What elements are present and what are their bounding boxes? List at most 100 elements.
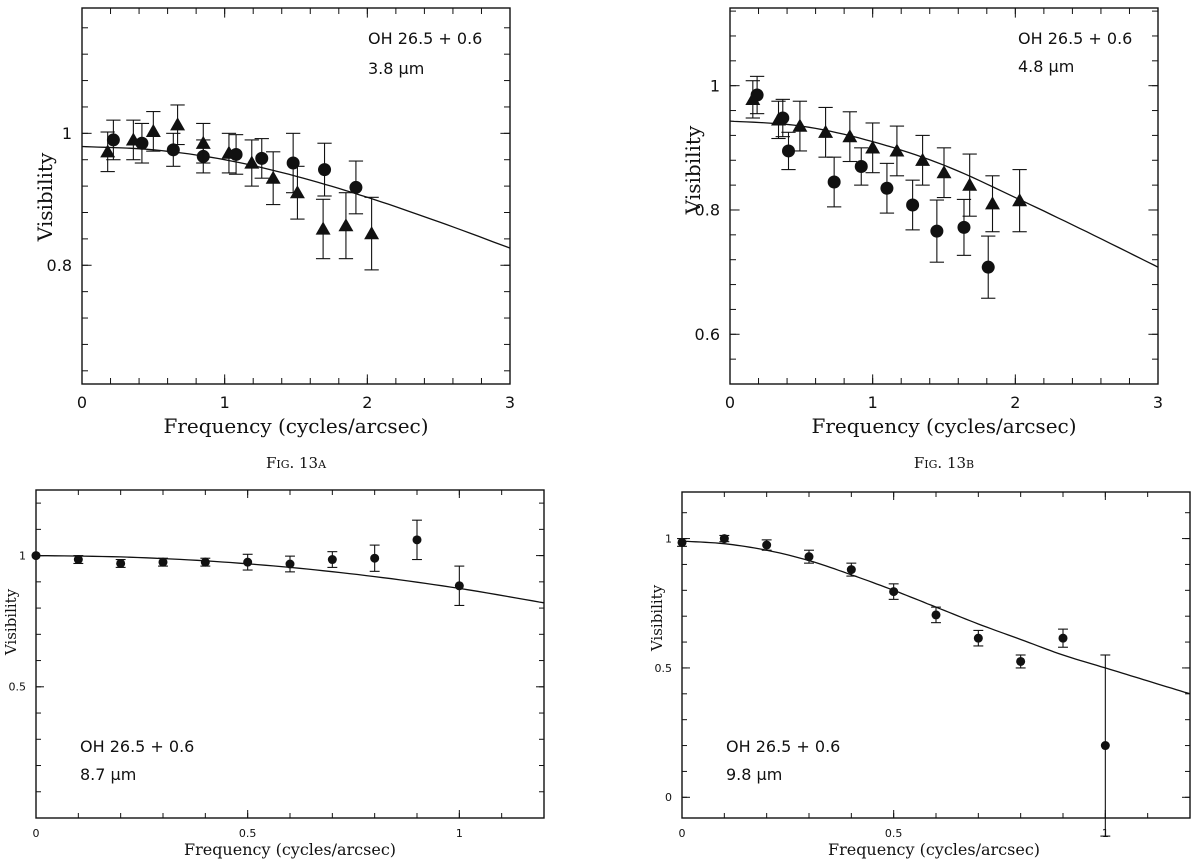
panel-b-point-triangle bbox=[818, 124, 834, 138]
panel-d-point-circle bbox=[846, 565, 856, 575]
panel-d-ytick-label: 0.5 bbox=[655, 662, 673, 675]
panel-a-ylabel: Visibility bbox=[33, 152, 57, 242]
panel-b-point-circle bbox=[880, 181, 894, 195]
panel-b-point-triangle bbox=[792, 118, 808, 132]
panel-a-ytick-label: 0.8 bbox=[47, 256, 72, 275]
panel-b-xtick-label: 0 bbox=[725, 393, 735, 412]
panel-d-marks: 00.5100.51 bbox=[655, 491, 1191, 840]
panel-c-point-circle bbox=[454, 581, 464, 591]
panel-a-annotation-source: OH 26.5 + 0.6 bbox=[368, 29, 482, 48]
panel-b-point-circle bbox=[781, 144, 795, 158]
panel-b-ytick-label: 1 bbox=[710, 76, 720, 95]
panel-b-point-triangle bbox=[889, 143, 905, 157]
panel-d-annotation-wavelength: 9.8 μm bbox=[726, 765, 782, 784]
panel-d-ytick-label: 0 bbox=[665, 791, 672, 804]
panel-a-point-triangle bbox=[364, 226, 380, 240]
panel-a-point-triangle bbox=[289, 185, 305, 199]
panel-b-xlabel: Frequency (cycles/arcsec) bbox=[811, 414, 1076, 438]
panel-a-xlabel: Frequency (cycles/arcsec) bbox=[163, 414, 428, 438]
panel-a-point-triangle bbox=[145, 123, 161, 137]
panel-b-xtick-label: 1 bbox=[868, 393, 878, 412]
panel-a-point-triangle bbox=[221, 145, 237, 159]
panel-b-frame bbox=[729, 7, 1159, 385]
panel-b-point-circle bbox=[854, 159, 868, 173]
panel-a-point-triangle bbox=[338, 218, 354, 232]
panel-b-caption: Fig. 13b bbox=[914, 454, 974, 472]
panel-b-point-triangle bbox=[771, 112, 786, 126]
panel-d-annotation-source: OH 26.5 + 0.6 bbox=[726, 737, 840, 756]
panel-a-caption: Fig. 13a bbox=[266, 454, 327, 472]
panel-d-point-circle bbox=[804, 552, 814, 562]
panel-d-ytick-label: 1 bbox=[665, 532, 672, 545]
panel-b-point-triangle bbox=[936, 165, 952, 179]
panel-a-point-circle bbox=[135, 136, 149, 150]
panel-b-ylabel: Visibility bbox=[681, 125, 705, 215]
panel-c-point-circle bbox=[200, 557, 210, 567]
panel-b-point-triangle bbox=[865, 140, 881, 154]
panel-b-annotation-source: OH 26.5 + 0.6 bbox=[1018, 29, 1132, 48]
panel-c-point-circle bbox=[412, 535, 422, 545]
panel-a-point-triangle bbox=[195, 135, 211, 149]
panel-c-ytick-label: 0.5 bbox=[9, 681, 27, 694]
panel-c-xtick-label: 0.5 bbox=[239, 827, 257, 840]
panel-a-annotation-wavelength: 3.8 μm bbox=[368, 59, 424, 78]
panel-b-point-circle bbox=[981, 260, 995, 274]
panel-b-marks: 0 1 2 3 0.6 0.8 1 bbox=[695, 7, 1163, 412]
panel-a-point-circle bbox=[255, 151, 269, 165]
panel-a-marks: 0 1 2 3 0.8 1 bbox=[47, 7, 515, 412]
panel-a-point-triangle bbox=[125, 132, 141, 146]
panel-c-point-circle bbox=[327, 555, 337, 565]
panel-d-xtick-label: 0 bbox=[679, 827, 686, 840]
panel-a-point-circle bbox=[318, 163, 332, 177]
panel-b-ytick-label: 0.6 bbox=[695, 325, 720, 344]
panel-d: 00.5100.51 OH 26.5 + 0.6 9.8 μm Frequenc… bbox=[648, 491, 1191, 859]
panel-c-xlabel: Frequency (cycles/arcsec) bbox=[184, 840, 396, 859]
panel-b-point-circle bbox=[827, 175, 841, 189]
panel-c-point-circle bbox=[73, 555, 83, 565]
panel-a: 0 1 2 3 0.8 1 OH 26.5 + 0.6 3.8 μm Frequency … bbox=[33, 7, 515, 472]
panel-d-point-circle bbox=[1058, 633, 1068, 643]
panel-d-point-circle bbox=[762, 540, 772, 550]
panel-a-xtick-label: 0 bbox=[77, 393, 87, 412]
panel-b-point-circle bbox=[906, 198, 920, 212]
panel-b-point-circle bbox=[930, 224, 944, 238]
panel-a-frame bbox=[81, 7, 511, 385]
panel-a-point-circle bbox=[106, 133, 120, 147]
panel-c-marks: 0 0.5 1 0.5 1 bbox=[9, 489, 545, 840]
panel-c-ylabel: Visibility bbox=[2, 588, 20, 656]
panel-a-xtick-label: 1 bbox=[220, 393, 230, 412]
panel-c-point-circle bbox=[243, 557, 253, 567]
panel-c-ytick-label: 1 bbox=[19, 549, 26, 562]
panel-c-annotation-source: OH 26.5 + 0.6 bbox=[80, 737, 194, 756]
panel-a-point-circle bbox=[349, 180, 363, 194]
panel-c-xtick-label: 1 bbox=[456, 827, 463, 840]
panel-b-point-triangle bbox=[985, 196, 1000, 210]
panel-b-ytick-label: 0.8 bbox=[695, 201, 720, 220]
panel-b-point-triangle bbox=[745, 91, 761, 105]
panel-a-xtick-label: 2 bbox=[362, 393, 372, 412]
panel-b-xtick-label: 2 bbox=[1010, 393, 1020, 412]
panel-a-xtick-label: 3 bbox=[505, 393, 515, 412]
panel-b-point-triangle bbox=[962, 177, 978, 191]
panel-a-point-triangle bbox=[315, 221, 331, 235]
panel-a-point-triangle bbox=[265, 170, 281, 184]
panel-d-point-circle bbox=[931, 610, 941, 620]
panel-d-point-circle bbox=[719, 534, 729, 544]
panel-b-point-triangle bbox=[842, 129, 858, 143]
panel-b-point-circle bbox=[957, 220, 971, 234]
panel-a-point-triangle bbox=[170, 117, 186, 131]
panel-d-point-circle bbox=[677, 537, 687, 547]
panel-b: 0 1 2 3 0.6 0.8 1 OH 26.5 + 0.6 4.8 μm Frequen… bbox=[681, 7, 1163, 472]
panel-c-xtick-label: 0 bbox=[33, 827, 40, 840]
panel-d-point-circle bbox=[889, 587, 899, 597]
panel-b-point-triangle bbox=[915, 152, 931, 166]
panel-a-point-triangle bbox=[244, 155, 260, 169]
panel-c-point-circle bbox=[158, 557, 168, 567]
panel-d-point-circle bbox=[1100, 741, 1110, 751]
panel-d-point-circle bbox=[1016, 656, 1026, 666]
panel-d-xlabel: Frequency (cycles/arcsec) bbox=[828, 840, 1040, 859]
panel-a-ytick-label: 1 bbox=[62, 124, 72, 143]
panel-c-point-circle bbox=[370, 553, 380, 563]
panel-a-point-circle bbox=[166, 143, 180, 157]
panel-c-point-circle bbox=[116, 558, 126, 568]
